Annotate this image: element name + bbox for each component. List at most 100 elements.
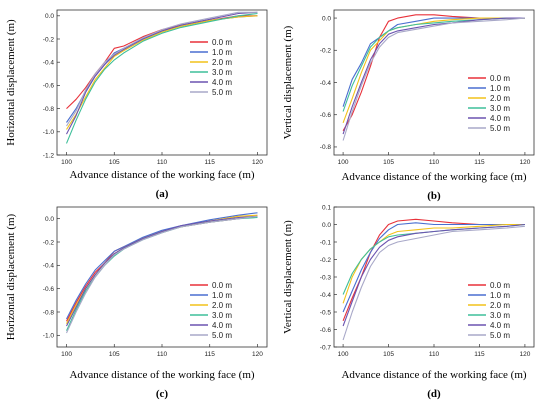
x-tick-label: 105	[383, 351, 394, 358]
chart-panel-a: 100 105 110 115 120 0.0 -0.2 -0.4 -0.6 -0.8 -1.0 -1…	[5, 9, 268, 200]
y-tick-label: -0.3	[320, 274, 332, 281]
y-axis-label: Vertical displacement (m)	[282, 25, 294, 139]
x-tick-label: 115	[205, 159, 216, 166]
y-tick-label: -0.2	[320, 48, 332, 55]
chart-panel-d: 100 105 110 115 120 0.1 0.0 -0.1 -0.2 -0.3 -0.4 -0.…	[282, 204, 535, 400]
x-tick-label: 120	[252, 159, 263, 166]
y-tick-label: -1.2	[43, 152, 55, 159]
y-tick-label: -0.6	[320, 112, 332, 119]
series-line-30	[65, 12, 258, 144]
y-tick-label: 0.0	[45, 13, 54, 20]
legend-label: 2.0 m	[212, 58, 232, 67]
y-tick-label: -0.6	[43, 286, 55, 293]
series-line-20	[66, 15, 258, 130]
x-axis-label: Advance distance of the working face (m)	[69, 369, 254, 381]
x-axis-label: Advance distance of the working face (m)	[341, 171, 526, 183]
legend-label: 1.0 m	[490, 291, 510, 300]
legend-label: 3.0 m	[490, 104, 510, 113]
x-tick-label: 105	[109, 159, 120, 166]
y-tick-label: -0.2	[320, 257, 332, 264]
x-tick-label: 110	[429, 351, 440, 358]
x-tick-label: 115	[474, 351, 485, 358]
series-line-50	[66, 11, 258, 127]
x-tick-label: 110	[429, 159, 440, 166]
y-tick-label: 0.0	[45, 216, 54, 223]
x-tick-label: 105	[109, 351, 120, 358]
legend-label: 4.0 m	[490, 114, 510, 123]
x-tick-label: 120	[252, 351, 263, 358]
legend-label: 3.0 m	[212, 68, 232, 77]
x-tick-label: 110	[157, 159, 168, 166]
y-tick-label: -0.2	[43, 36, 55, 43]
y-tick-label: -0.2	[43, 239, 55, 246]
x-tick-label: 110	[157, 351, 168, 358]
chart-legend: 0.0 m1.0 m2.0 m3.0 m4.0 m5.0 m	[190, 38, 232, 97]
y-tick-label: -0.6	[320, 327, 332, 334]
x-tick-label: 105	[383, 159, 394, 166]
chart-legend: 0.0 m1.0 m2.0 m3.0 m4.0 m5.0 m	[190, 281, 232, 340]
y-axis-label: Horizontal displacement (m)	[5, 213, 17, 340]
legend-label: 4.0 m	[212, 78, 232, 87]
y-tick-label: -0.4	[43, 60, 55, 67]
legend-label: 0.0 m	[212, 38, 232, 47]
legend-label: 2.0 m	[490, 94, 510, 103]
legend-label: 5.0 m	[490, 124, 510, 133]
legend-label: 3.0 m	[490, 311, 510, 320]
legend-label: 3.0 m	[212, 311, 232, 320]
series-line-40	[66, 215, 258, 327]
y-tick-label: -0.8	[43, 309, 55, 316]
panel-label: (d)	[427, 388, 441, 400]
x-tick-label: 115	[474, 159, 485, 166]
y-tick-label: 0.0	[322, 222, 331, 229]
y-tick-label: -1.0	[43, 129, 55, 136]
chart-panel-c: 100 105 110 115 120 0.0 -0.2 -0.4 -0.6 -0.8 -1.0 0.…	[5, 206, 268, 400]
series-line-50	[342, 225, 525, 341]
y-axis-label: Horizontal displacement (m)	[5, 19, 17, 146]
y-axis-label: Vertical displacement (m)	[282, 220, 294, 334]
chart-legend: 0.0 m1.0 m2.0 m3.0 m4.0 m5.0 m	[468, 74, 510, 133]
legend-label: 5.0 m	[212, 331, 232, 340]
series-line-50	[65, 215, 258, 334]
panel-label: (b)	[427, 190, 441, 202]
legend-label: 2.0 m	[212, 301, 232, 310]
panel-label: (c)	[156, 388, 169, 400]
legend-label: 0.0 m	[490, 281, 510, 290]
legend-label: 5.0 m	[212, 88, 232, 97]
series-line-40	[66, 11, 258, 135]
series-line-50	[342, 17, 525, 141]
legend-label: 4.0 m	[212, 321, 232, 330]
y-tick-label: -0.5	[320, 309, 332, 316]
x-tick-label: 100	[338, 351, 349, 358]
y-tick-label: -0.6	[43, 83, 55, 90]
y-tick-label: 0.1	[322, 204, 331, 211]
legend-label: 1.0 m	[212, 291, 232, 300]
y-tick-label: -0.4	[320, 80, 332, 87]
y-tick-label: 0.0	[322, 15, 331, 22]
legend-label: 1.0 m	[490, 84, 510, 93]
x-tick-label: 100	[61, 351, 72, 358]
legend-label: 2.0 m	[490, 301, 510, 310]
y-tick-label: -0.8	[320, 144, 332, 151]
x-tick-label: 100	[61, 159, 72, 166]
legend-label: 1.0 m	[212, 48, 232, 57]
legend-label: 0.0 m	[212, 281, 232, 290]
x-tick-label: 115	[205, 351, 216, 358]
chart-panel-b: 100 105 110 115 120 0.0 -0.2 -0.4 -0.6 -0.8 0.0 m1…	[282, 9, 535, 202]
x-axis-label: Advance distance of the working face (m)	[69, 169, 254, 181]
y-tick-label: -1.0	[43, 333, 55, 340]
chart-legend: 0.0 m1.0 m2.0 m3.0 m4.0 m5.0 m	[468, 281, 510, 340]
y-tick-label: -0.1	[320, 239, 332, 246]
legend-label: 4.0 m	[490, 321, 510, 330]
legend-label: 5.0 m	[490, 331, 510, 340]
x-tick-label: 100	[338, 159, 349, 166]
x-axis-label: Advance distance of the working face (m)	[341, 369, 526, 381]
y-tick-label: -0.8	[43, 106, 55, 113]
y-tick-label: -0.4	[43, 263, 55, 270]
y-tick-label: -0.7	[320, 344, 332, 351]
series-line-10	[342, 222, 525, 313]
x-tick-label: 120	[519, 159, 530, 166]
panel-label: (a)	[156, 188, 169, 200]
series-line-10	[66, 212, 258, 320]
y-tick-label: -0.4	[320, 292, 332, 299]
